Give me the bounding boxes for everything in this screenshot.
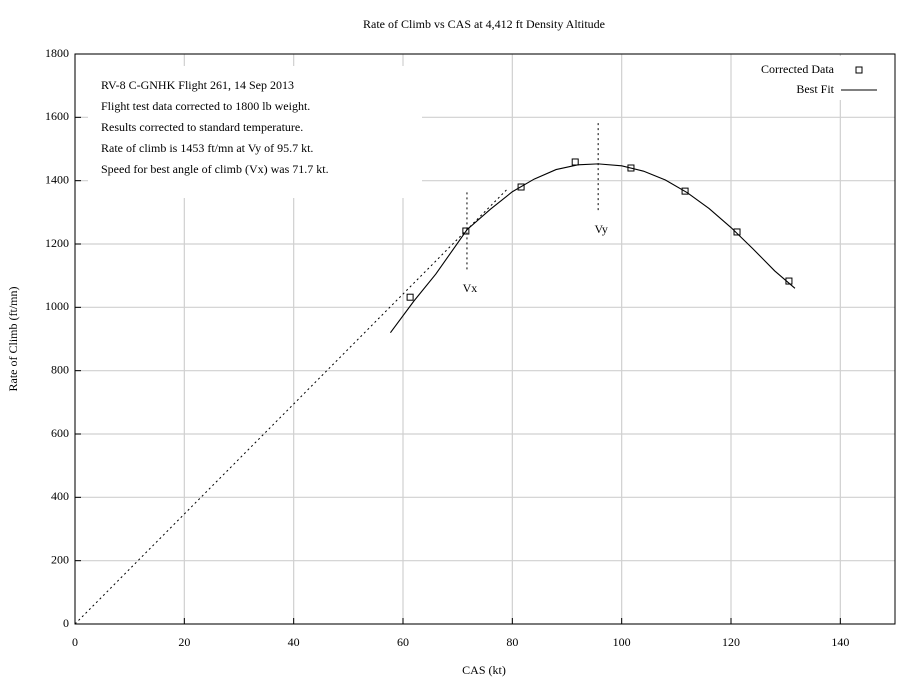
x-tick-label: 0 [72, 635, 78, 649]
legend-label: Corrected Data [761, 62, 835, 76]
x-tick-label: 20 [178, 635, 190, 649]
x-tick-label: 40 [288, 635, 300, 649]
x-axis-label: CAS (kt) [462, 663, 506, 677]
data-point [733, 228, 741, 236]
plot-frame [74, 53, 896, 625]
chart-title: Rate of Climb vs CAS at 4,412 ft Density… [363, 17, 605, 31]
legend-label: Best Fit [796, 82, 834, 96]
x-tick-label: 100 [613, 635, 631, 649]
x-tick-label: 60 [397, 635, 409, 649]
annotation: RV-8 C-GNHK Flight 261, 14 Sep 2013 [101, 78, 294, 92]
x-tick-label: 140 [831, 635, 849, 649]
y-tick-label: 600 [51, 426, 69, 440]
y-axis-label: Rate of Climb (ft/mn) [6, 287, 20, 392]
y-tick-label: 800 [51, 362, 69, 376]
y-tick-label: 1200 [45, 236, 69, 250]
data-point [627, 164, 635, 172]
y-tick-label: 200 [51, 552, 69, 566]
y-tick-label: 400 [51, 489, 69, 503]
data-point [406, 293, 414, 301]
annotation: Flight test data corrected to 1800 lb we… [101, 99, 310, 113]
data-point [462, 227, 470, 235]
x-tick-label: 80 [506, 635, 518, 649]
speed-marker-label: Vx [463, 281, 478, 295]
annotation: Speed for best angle of climb (Vx) was 7… [101, 162, 329, 176]
y-tick-label: 1800 [45, 46, 69, 60]
y-tick-label: 1000 [45, 299, 69, 313]
annotation-box [88, 66, 422, 198]
speed-marker-label: Vy [594, 222, 607, 236]
y-tick-label: 1600 [45, 109, 69, 123]
data-point [517, 183, 525, 191]
legend-marker [855, 66, 863, 74]
data-point [571, 158, 579, 166]
annotation: Results corrected to standard temperatur… [101, 120, 303, 134]
fit-line [389, 163, 796, 333]
x-tick-label: 120 [722, 635, 740, 649]
legend-box [752, 56, 892, 100]
annotation: Rate of climb is 1453 ft/mn at Vy of 95.… [101, 141, 313, 155]
y-tick-label: 0 [63, 616, 69, 630]
tangent-line [74, 189, 508, 625]
y-tick-label: 1400 [45, 172, 69, 186]
data-point [681, 187, 689, 195]
